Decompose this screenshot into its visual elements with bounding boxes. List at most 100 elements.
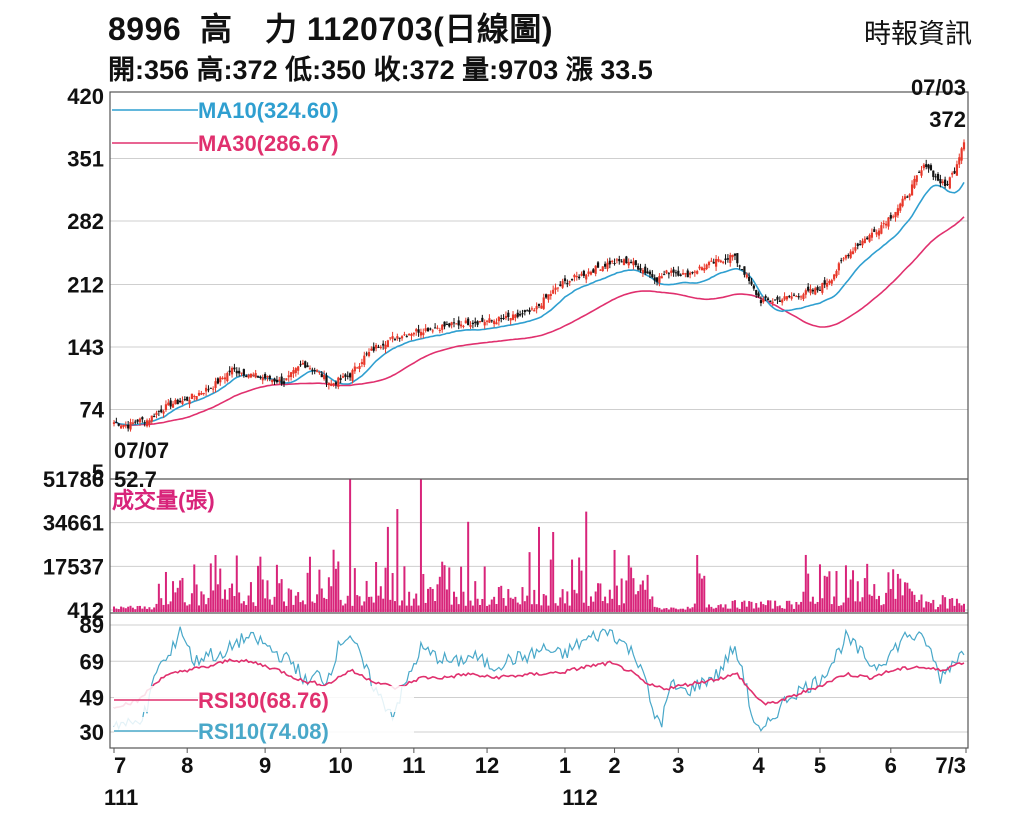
volume-bar [460, 566, 463, 612]
volume-bar [852, 570, 855, 612]
candle-body [774, 299, 777, 301]
volume-bar [875, 599, 878, 612]
volume-bar [379, 586, 382, 612]
volume-bar [545, 595, 548, 612]
candle-body [179, 400, 182, 403]
volume-bar [221, 598, 224, 612]
volume-bar [573, 589, 576, 612]
month-label: 8 [181, 753, 193, 778]
candle-body [400, 336, 404, 339]
candle-body [960, 148, 963, 161]
volume-bar [582, 602, 585, 612]
candle-body [660, 276, 663, 279]
candle-body [372, 346, 375, 351]
candle-body [629, 261, 633, 263]
candle-body [115, 422, 118, 424]
candle-body [752, 285, 755, 289]
volume-bar [507, 589, 510, 612]
volume-bar [648, 599, 651, 612]
volume-bar [955, 598, 958, 612]
volume-bar [913, 594, 916, 612]
volume-bar [757, 607, 760, 612]
volume-bar [306, 572, 309, 612]
candle-body [264, 374, 267, 379]
candle-body [863, 238, 866, 244]
candle-body [587, 271, 590, 274]
candle-body [651, 274, 654, 278]
volume-bar [438, 576, 441, 612]
volume-bar [719, 604, 722, 612]
price-tick-label: 212 [67, 272, 104, 297]
volume-bar [193, 564, 196, 612]
candle-body [873, 229, 876, 232]
candle-body [280, 376, 283, 385]
candle-body [559, 284, 562, 286]
candle-body [892, 216, 895, 218]
candle-body [308, 368, 312, 370]
volume-bar [495, 604, 498, 612]
candle-body [429, 328, 432, 330]
candle-body [719, 260, 722, 263]
volume-bar [490, 599, 493, 612]
candle-body [327, 382, 330, 386]
candle-body [124, 425, 127, 427]
candle-body [299, 364, 302, 366]
candle-body [304, 361, 307, 368]
volume-bar [880, 605, 883, 612]
volume-bar [249, 582, 252, 612]
legend-label: RSI10(74.08) [198, 719, 329, 744]
candle-body [726, 258, 729, 260]
volume-bar [946, 608, 949, 612]
candle-body [901, 198, 904, 207]
candle-body [504, 315, 508, 319]
candle-body [691, 272, 694, 274]
volume-bar [797, 604, 800, 612]
candle-body [511, 314, 515, 320]
volume-bar [738, 608, 741, 612]
volume-bar [349, 479, 352, 612]
candle-body [641, 270, 644, 274]
volume-bar [384, 567, 387, 612]
candle-body [223, 377, 227, 380]
candle-body [837, 263, 840, 271]
volume-bar [944, 597, 947, 612]
candle-body [594, 265, 597, 274]
volume-bar [129, 605, 132, 612]
candle-body [474, 321, 477, 324]
candle-body [306, 365, 309, 368]
candle-body [903, 196, 907, 200]
candle-body [334, 382, 338, 385]
month-label: 5 [814, 753, 826, 778]
volume-bar [859, 601, 862, 612]
volume-bar [948, 598, 951, 612]
volume-bar [259, 556, 262, 612]
volume-bar [689, 608, 692, 612]
volume-bar [771, 608, 774, 612]
volume-bar [620, 578, 623, 612]
rsi-lines [113, 626, 965, 732]
volume-bar [724, 604, 727, 612]
candle-body [615, 259, 619, 261]
volume-bar [745, 606, 748, 612]
volume-bar [554, 603, 557, 612]
volume-bar [873, 584, 876, 612]
candle-body [488, 318, 491, 323]
volume-bar [599, 583, 602, 612]
candle-body [828, 280, 831, 284]
volume-bar [639, 584, 642, 612]
volume-bar [634, 594, 637, 612]
candle-body [129, 422, 132, 430]
candle-body [620, 261, 623, 263]
candle-body [705, 264, 708, 270]
candle-body [613, 262, 616, 264]
candle-body [547, 294, 550, 300]
volume-bar [417, 605, 420, 612]
volume-bar [632, 578, 635, 612]
volume-bar [500, 585, 503, 612]
candle-body [483, 322, 486, 326]
volume-bar [778, 605, 781, 612]
candle-body [816, 286, 819, 291]
volume-bar [781, 608, 784, 612]
candle-body [733, 253, 737, 256]
volume-bar [223, 589, 226, 612]
